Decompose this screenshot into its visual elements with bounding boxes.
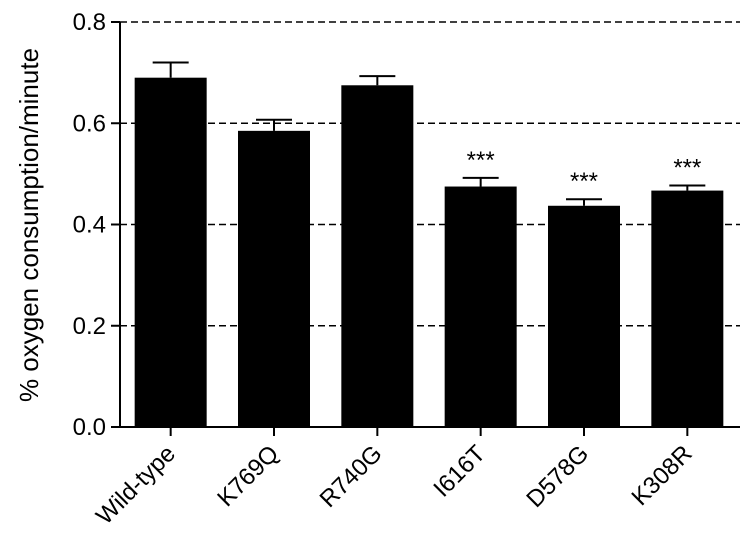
y-tick-label: 0.0 [73, 414, 106, 441]
x-ticks: Wild-type K769Q R740G I616T D578G K308R [91, 427, 698, 530]
x-tick-label: I616T [428, 440, 491, 503]
bars [134, 77, 724, 427]
bar [238, 130, 310, 427]
bar [548, 205, 620, 427]
y-tick-label: 0.6 [73, 110, 106, 137]
y-axis-title: % oxygen consumption/minute [14, 48, 44, 402]
bar [444, 186, 517, 427]
significance-label: *** [570, 168, 598, 195]
x-tick-label: D578G [521, 440, 594, 513]
grid-lines [120, 21, 740, 327]
x-tick-label: R740G [315, 440, 388, 513]
error-bars [152, 61, 706, 206]
x-tick-label: K769Q [212, 440, 284, 512]
bar [651, 190, 724, 427]
x-tick-label: Wild-type [91, 440, 181, 530]
x-tick-label: K308R [627, 440, 698, 511]
y-tick-label: 0.2 [73, 313, 106, 340]
y-ticks: 0.0 0.2 0.4 0.6 0.8 [73, 9, 120, 441]
y-tick-label: 0.4 [73, 212, 106, 239]
bar [341, 85, 414, 427]
bar [134, 77, 207, 427]
significance-label: *** [673, 155, 701, 182]
significance-labels: *** *** *** [467, 147, 702, 195]
significance-label: *** [467, 147, 495, 174]
y-tick-label: 0.8 [73, 9, 106, 36]
